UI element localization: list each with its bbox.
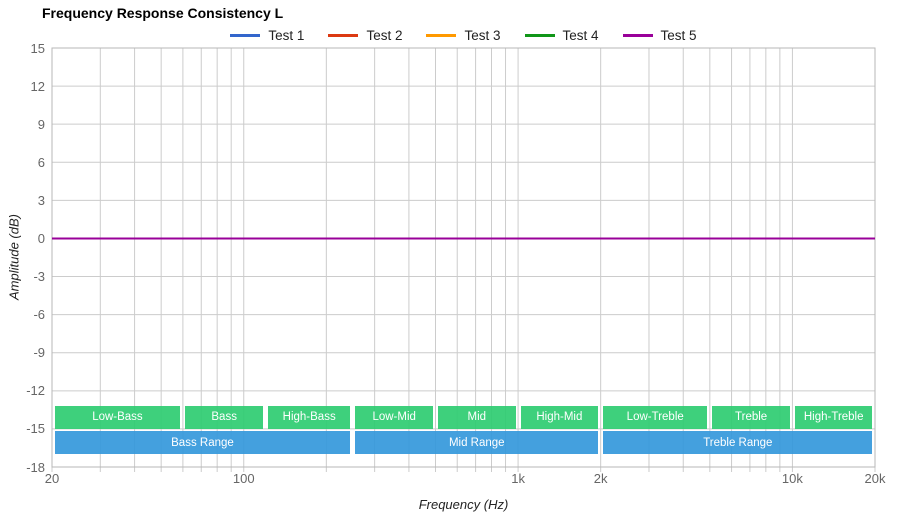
legend-item-test-5: Test 5 (622, 27, 697, 43)
legend-item-label: Test 1 (268, 27, 305, 43)
frequency-range-band: Mid Range (355, 431, 599, 455)
legend-item-label: Test 2 (366, 27, 403, 43)
legend-line-swatch-icon (230, 33, 261, 37)
band-label: Low-Treble (626, 411, 684, 424)
legend-item-label: Test 5 (660, 27, 697, 43)
x-axis-title: Frequency (Hz) (418, 497, 509, 512)
frequency-sub-band: High-Mid (520, 406, 599, 429)
y-tick-label: -18 (26, 459, 45, 475)
y-tick-label: -15 (26, 421, 45, 437)
frequency-range-band: Treble Range (603, 431, 873, 455)
legend-item-label: Test 3 (464, 27, 501, 43)
frequency-sub-band: Mid (438, 406, 516, 429)
legend-line-swatch-icon (426, 33, 457, 37)
frequency-sub-band: Low-Treble (603, 406, 708, 429)
band-label: Bass Range (171, 436, 234, 449)
x-tick-label: 1k (511, 471, 525, 486)
frequency-sub-band: Low-Bass (54, 406, 181, 429)
band-label: High-Treble (803, 411, 864, 424)
legend-item-test-2: Test 2 (328, 28, 402, 43)
chart-legend: Test 1 Test 2 Test 3 Test 4 Test 5 (52, 26, 875, 44)
y-tick-label: -3 (33, 269, 45, 285)
x-tick-label: 20 (44, 471, 60, 486)
band-label: Low-Mid (372, 411, 416, 424)
band-label: High-Bass (282, 411, 336, 424)
y-tick-label: 6 (37, 154, 45, 170)
frequency-range-band: Bass Range (54, 431, 351, 455)
y-tick-label: -12 (26, 383, 45, 399)
x-tick-label: 100 (232, 471, 255, 486)
y-tick-label: -6 (33, 307, 45, 323)
band-label: Mid (467, 411, 487, 424)
legend-item-test-4: Test 4 (524, 27, 599, 43)
legend-line-swatch-icon (328, 33, 359, 37)
plot-border (51, 47, 876, 468)
y-tick-label: 9 (37, 116, 45, 132)
x-tick-label: 20k (864, 471, 886, 486)
frequency-sub-band: Treble (712, 406, 790, 429)
band-label: Treble Range (703, 436, 773, 449)
band-label: High-Mid (536, 411, 583, 424)
band-label: Low-Bass (92, 411, 143, 424)
frequency-sub-band: High-Bass (267, 406, 351, 429)
legend-line-swatch-icon (622, 33, 653, 37)
frequency-sub-band: High-Treble (794, 406, 873, 429)
chart-title: Frequency Response Consistency L (42, 5, 284, 21)
legend-item-test-1: Test 1 (230, 28, 304, 43)
x-tick-label: 10k (781, 471, 803, 486)
y-axis-title: Amplitude (dB) (6, 214, 22, 300)
y-tick-label: 12 (30, 78, 45, 94)
legend-line-swatch-icon (524, 33, 555, 37)
frequency-sub-band: Bass (185, 406, 263, 429)
y-tick-label: -9 (33, 345, 45, 361)
band-label: Treble (735, 411, 768, 424)
x-tick-label: 2k (593, 471, 608, 486)
band-label: Bass (211, 411, 237, 424)
y-tick-label: 3 (37, 192, 45, 208)
frequency-sub-band: Low-Mid (355, 406, 433, 429)
legend-item-label: Test 4 (562, 27, 599, 43)
y-tick-label: 0 (37, 230, 45, 246)
legend-item-test-3: Test 3 (426, 27, 501, 43)
y-tick-label: 15 (30, 40, 45, 56)
band-label: Mid Range (448, 436, 505, 449)
